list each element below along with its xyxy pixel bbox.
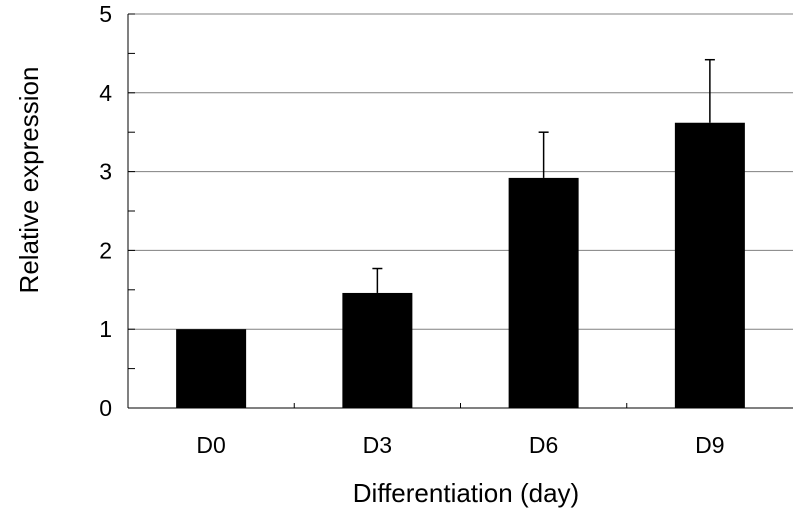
y-tick-label: 5	[99, 1, 112, 27]
bars	[176, 122, 745, 408]
axes	[127, 13, 793, 409]
y-tick-label: 1	[99, 316, 112, 342]
x-tick-label: D3	[363, 432, 392, 458]
bar-d9	[674, 122, 745, 408]
bar-d3	[342, 292, 413, 408]
x-tick-labels: D0 D3 D6 D9	[196, 432, 724, 458]
x-tick-label: D9	[695, 432, 724, 458]
y-axis-title: Relative expression	[14, 67, 44, 294]
y-tick-labels: 0 1 2 3 4 5	[99, 1, 112, 421]
x-tick-label: D6	[529, 432, 558, 458]
x-axis-title: Differentiation (day)	[353, 478, 579, 508]
y-tick-label: 4	[99, 80, 112, 106]
error-bars	[372, 58, 715, 293]
bar-d0	[176, 329, 247, 408]
x-tick-label: D0	[196, 432, 225, 458]
y-tick-label: 0	[99, 395, 112, 421]
bar-d6	[508, 177, 579, 408]
y-tick-label: 3	[99, 159, 112, 185]
y-tick-label: 2	[99, 237, 112, 263]
